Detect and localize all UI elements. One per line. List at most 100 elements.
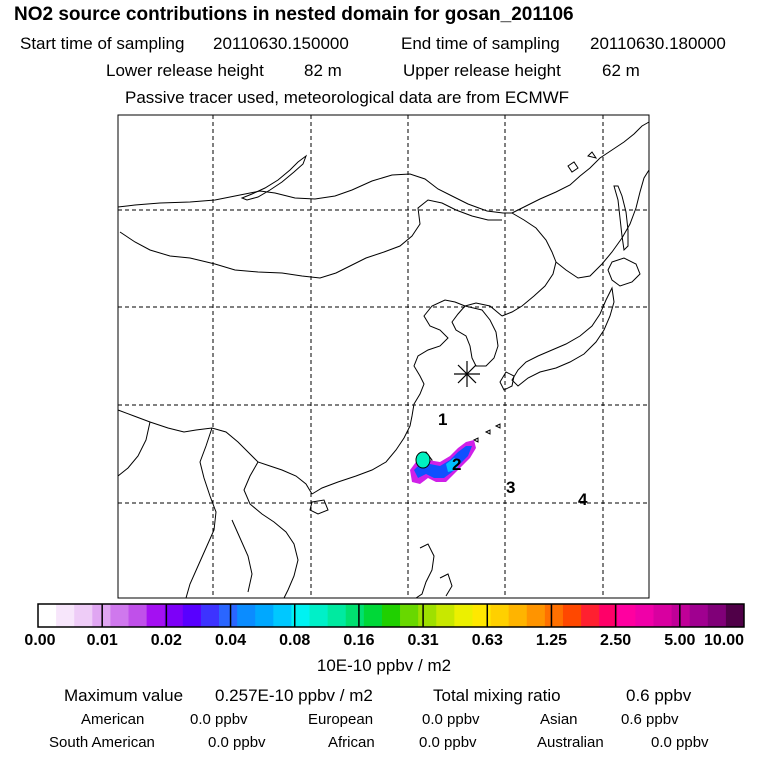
colorbar-swatch [653, 604, 672, 627]
max-value: 0.257E-10 ppbv / m2 [215, 686, 373, 705]
colorbar-swatch [581, 604, 600, 627]
luzon [415, 543, 435, 599]
colorbar-swatch [617, 604, 636, 627]
colorbar-swatch [508, 604, 528, 627]
region-name: South American [49, 734, 155, 751]
colorbar [37, 603, 745, 628]
colorbar-swatch [38, 604, 57, 627]
colorbar-swatch [363, 604, 383, 627]
total-mixing-value: 0.6 ppbv [626, 686, 692, 705]
lower-release-label: Lower release height [106, 61, 264, 80]
thailand-border [231, 519, 253, 593]
colorbar-swatch [472, 604, 491, 627]
colorbar-tick-label: 0.00 [24, 632, 56, 649]
max-value-label: Maximum value [64, 686, 184, 705]
japan-kyushu [499, 371, 515, 391]
colorbar-swatch [110, 604, 129, 627]
sakhalin [613, 185, 629, 252]
vietnam-coast [243, 461, 299, 599]
india-border [117, 421, 151, 477]
region-label-1: 1 [438, 410, 447, 429]
colorbar-swatch [255, 604, 274, 627]
upper-release-value: 62 m [602, 61, 640, 80]
map-frame [117, 114, 650, 599]
colorbar-swatch [599, 604, 618, 627]
plume-inner [446, 458, 460, 472]
visayas [439, 573, 453, 597]
region-value: 0.0 ppbv [422, 711, 480, 728]
region-name: American [81, 711, 145, 728]
colorbar-swatch [490, 604, 510, 627]
region-name: European [308, 711, 374, 728]
hainan [309, 499, 329, 515]
colorbar-swatch [200, 604, 220, 627]
ryukyu-islands [472, 423, 501, 443]
colorbar-swatch [418, 604, 437, 627]
coastlines-and-borders [117, 121, 650, 599]
end-time-value: 20110630.180000 [590, 34, 726, 53]
colorbar-swatch [436, 604, 455, 627]
region-label-4: 4 [578, 490, 588, 509]
colorbar-swatch [74, 604, 93, 627]
colorbar-swatch [237, 604, 256, 627]
colorbar-tick-label: 10.00 [703, 632, 745, 649]
upper-release-label: Upper release height [403, 61, 561, 80]
region-label-3: 3 [506, 478, 515, 497]
colorbar-swatch [635, 604, 654, 627]
amur-border [501, 212, 557, 317]
colorbar-swatch [182, 604, 202, 627]
primorye-coast [555, 169, 650, 279]
station-marker-icon [454, 361, 480, 387]
colorbar-tick-label: 1.25 [535, 632, 568, 649]
colorbar-swatch [327, 604, 347, 627]
colorbar-swatch [544, 604, 564, 627]
hokkaido [607, 257, 641, 287]
korean-peninsula [451, 305, 499, 367]
tracer-plume [410, 440, 476, 484]
colorbar-swatch [309, 604, 329, 627]
plume-mid [414, 446, 472, 478]
colorbar-swatch [454, 604, 473, 627]
colorbar-tick-label: 0.02 [150, 632, 182, 649]
page-title: NO2 source contributions in nested domai… [14, 4, 574, 25]
colorbar-swatch [219, 604, 238, 627]
lat-lon-grid [118, 115, 649, 598]
colorbar-tick-label: 0.63 [471, 632, 503, 649]
colorbar-tick-label: 0.04 [214, 632, 247, 649]
colorbar-tick-label: 0.31 [407, 632, 439, 649]
northern-border [117, 173, 512, 214]
southern-china-border [117, 409, 313, 495]
colorbar-swatch [291, 604, 310, 627]
region-name: Australian [537, 734, 604, 751]
colorbar-swatch [164, 604, 184, 627]
colorbar-swatch [273, 604, 292, 627]
colorbar-tick-label: 2.50 [600, 632, 632, 649]
map-panel: 1 2 3 4 [117, 114, 650, 599]
colorbar-swatch [345, 604, 365, 627]
region-value: 0.0 ppbv [190, 711, 248, 728]
korea-china-border [464, 302, 503, 317]
colorbar-swatch [56, 604, 75, 627]
colorbar-tick-label: 5.00 [664, 632, 696, 649]
region-value: 0.0 ppbv [419, 734, 477, 751]
region-value: 0.0 ppbv [208, 734, 266, 751]
colorbar-swatch [689, 604, 709, 627]
start-time-value: 20110630.150000 [213, 34, 349, 53]
region-name: Asian [540, 711, 578, 728]
tracer-note: Passive tracer used, meteorological data… [125, 88, 570, 107]
colorbar-swatch [146, 604, 166, 627]
colorbar-swatch [526, 604, 546, 627]
colorbar-tick-label: 0.16 [343, 632, 375, 649]
colorbar-swatch [381, 604, 401, 627]
china-coast [311, 299, 466, 495]
colorbar-swatch [725, 604, 745, 627]
lake-baikal [240, 154, 308, 201]
total-mixing-label: Total mixing ratio [433, 686, 561, 705]
plume-peak [415, 451, 431, 469]
okhotsk-coast [511, 121, 650, 214]
colorbar-unit: 10E-10 ppbv / m2 [316, 656, 452, 675]
colorbar-outline [37, 603, 745, 628]
colorbar-tick-label: 0.08 [279, 632, 311, 649]
colorbar-swatch [128, 604, 148, 627]
